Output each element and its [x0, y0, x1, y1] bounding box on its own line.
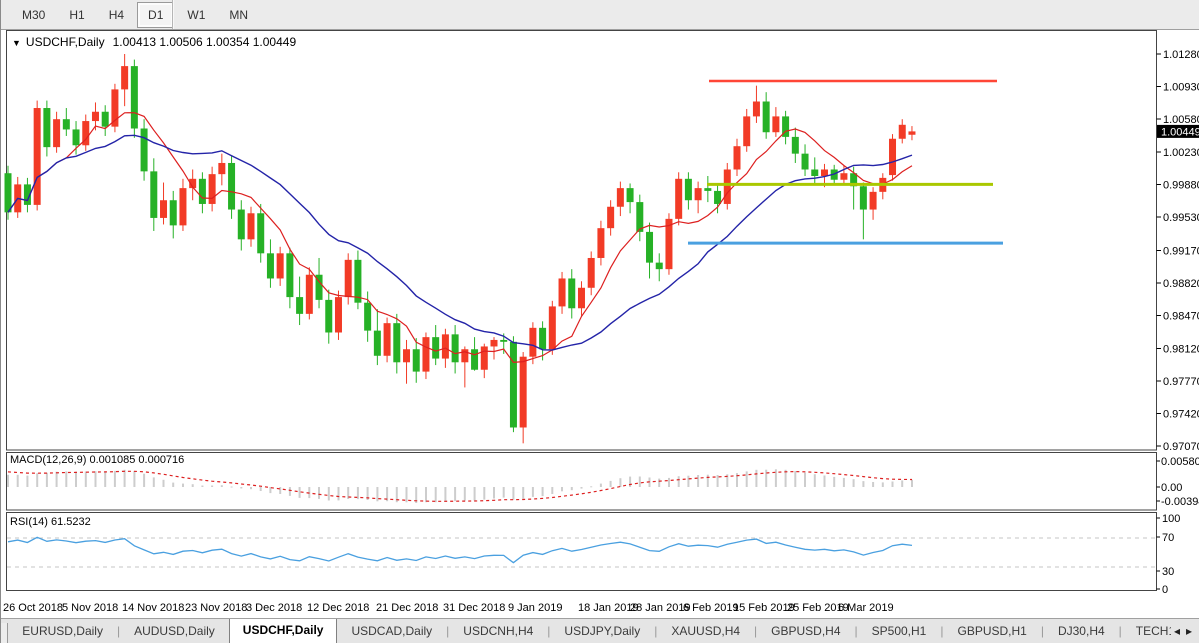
rsi-axis-label: 30	[1162, 566, 1174, 578]
chart-title: ▼ USDCHF,Daily 1.00413 1.00506 1.00354 1.0…	[12, 35, 296, 49]
timeframe-tab-h4[interactable]: H4	[108, 8, 125, 22]
symbol-tab-usdjpy-daily[interactable]: USDJPY,Daily	[564, 624, 641, 638]
macd-signal-line	[7, 470, 913, 502]
timeframe-tab-w1[interactable]: W1	[187, 8, 206, 22]
price-axis-label: 1.00930	[1163, 82, 1199, 94]
tab-separator: |	[754, 624, 758, 638]
tab-separator: |	[1040, 624, 1044, 638]
symbol-tab-eurusd-daily[interactable]: EURUSD,Daily	[22, 624, 103, 638]
macd-axis-label: -0.003945	[1161, 496, 1199, 508]
ma-fast-line	[7, 112, 913, 364]
rsi-axis-label: 70	[1162, 532, 1174, 544]
toolbar-separator	[172, 0, 174, 29]
symbol-tab-bar: EURUSD,Daily | AUDUSD,Daily USDCHF,Daily USD…	[0, 618, 1199, 643]
price-axis-label: 1.00580	[1163, 114, 1199, 126]
price-axis-label: 0.98820	[1163, 278, 1199, 290]
current-price-tag: 1.00449	[1157, 124, 1199, 138]
tab-separator: |	[854, 624, 858, 638]
date-axis[interactable]: 26 Oct 2018 5 Nov 2018 14 Nov 2018 23 Nov 2…	[3, 602, 894, 614]
scroll-right-icon[interactable]: ▸	[1185, 624, 1192, 638]
macd-axis[interactable]: 0.005802 0.00 -0.003945	[1156, 456, 1199, 508]
tab-separator: |	[940, 624, 944, 638]
symbol-tab-tech100-h1[interactable]: TECH100,H1	[1135, 624, 1171, 638]
price-axis-label: 0.99170	[1163, 246, 1199, 258]
macd-axis-label: 0.005802	[1161, 456, 1199, 468]
price-axis-label: 1.01280	[1163, 49, 1199, 61]
date-axis-label: 3 Dec 2018	[246, 602, 302, 614]
price-chart[interactable]: 1.01280 1.00930 1.00580 1.00230 0.99880 0.995…	[0, 30, 1199, 618]
price-axis-label: 0.99530	[1163, 212, 1199, 224]
svg-text:1.00449: 1.00449	[1161, 126, 1199, 138]
pane-borders	[6, 30, 1157, 591]
symbol-tab-sp500-h1[interactable]: SP500,H1	[871, 624, 927, 638]
rsi-axis-label: 0	[1162, 584, 1168, 596]
symbol-tab-usdcad-daily[interactable]: USDCAD,Daily	[351, 624, 433, 638]
date-axis-label: 5 Nov 2018	[62, 602, 118, 614]
macd-indicator-label: MACD(12,26,9) 0.001085 0.000716	[10, 454, 185, 466]
collapse-triangle-icon[interactable]: ▼	[12, 38, 21, 48]
date-axis-label: 25 Feb 2019	[787, 602, 849, 614]
date-axis-label: 12 Dec 2018	[307, 602, 369, 614]
tab-separator: |	[547, 624, 551, 638]
tab-separator: |	[654, 624, 658, 638]
tab-separator: |	[446, 624, 450, 638]
tab-stub	[0, 623, 9, 643]
date-axis-label: 23 Nov 2018	[185, 602, 247, 614]
date-axis-label: 6 Mar 2019	[838, 602, 894, 614]
tab-separator: |	[1118, 624, 1122, 638]
price-axis[interactable]: 1.01280 1.00930 1.00580 1.00230 0.99880 0.995…	[1156, 49, 1199, 453]
price-axis-label: 1.00230	[1163, 147, 1199, 159]
date-axis-label: 31 Dec 2018	[443, 602, 505, 614]
price-axis-label: 0.97420	[1163, 409, 1199, 421]
date-axis-label: 26 Oct 2018	[3, 602, 63, 614]
symbol-tab-dj30-h4[interactable]: DJ30,H4	[1057, 624, 1105, 638]
date-axis-label: 15 Feb 2019	[733, 602, 795, 614]
date-axis-label: 21 Dec 2018	[376, 602, 438, 614]
macd-axis-label: 0.00	[1161, 482, 1182, 494]
tab-scroll-controls: ◂ ▸	[1171, 619, 1199, 643]
macd-histogram	[7, 469, 913, 503]
chart-ohlc-values: 1.00413 1.00506 1.00354 1.00449	[112, 35, 297, 49]
symbol-tabs: EURUSD,Daily | AUDUSD,Daily USDCHF,Daily USD…	[8, 619, 1171, 643]
symbol-tab-gbpusd-h4[interactable]: GBPUSD,H4	[771, 624, 841, 638]
date-axis-label: 28 Jan 2019	[630, 602, 691, 614]
chart-symbol-period: USDCHF,Daily	[25, 35, 105, 49]
tab-separator: |	[116, 624, 121, 638]
rsi-axis[interactable]: 100 70 30 0	[1156, 513, 1181, 596]
timeframe-toolbar: M30 H1 H4 D1 W1 MN	[0, 0, 1199, 30]
date-axis-label: 9 Jan 2019	[508, 602, 562, 614]
window-left-border	[0, 0, 1, 643]
price-axis-label: 0.99880	[1163, 179, 1199, 191]
price-axis-label: 0.97770	[1163, 376, 1199, 388]
timeframe-tab-h1[interactable]: H1	[69, 8, 85, 22]
symbol-tab-xauusd-h4[interactable]: XAUUSD,H4	[671, 624, 741, 638]
symbol-tab-audusd-daily[interactable]: AUDUSD,Daily	[134, 624, 215, 638]
symbol-tab-usdchf-daily[interactable]: USDCHF,Daily	[228, 619, 338, 643]
date-axis-label: 6 Feb 2019	[683, 602, 739, 614]
timeframe-tab-mn[interactable]: MN	[229, 8, 249, 22]
date-axis-label: 18 Jan 2019	[578, 602, 639, 614]
rsi-axis-label: 100	[1162, 513, 1180, 525]
rsi-indicator-label: RSI(14) 61.5232	[10, 516, 91, 528]
timeframe-tabs: M30 H1 H4 D1 W1 MN	[0, 0, 1199, 30]
timeframe-tab-m30[interactable]: M30	[22, 8, 46, 22]
candles-layer	[4, 54, 916, 444]
price-axis-label: 0.98120	[1163, 343, 1199, 355]
symbol-tab-usdcnh-h4[interactable]: USDCNH,H4	[463, 624, 534, 638]
symbol-tab-gbpusd-h1[interactable]: GBPUSD,H1	[957, 624, 1027, 638]
timeframe-tab-d1[interactable]: D1	[137, 2, 175, 28]
ma-slow-line	[7, 134, 913, 351]
chart-window[interactable]: 1.01280 1.00930 1.00580 1.00230 0.99880 0.995…	[0, 30, 1199, 618]
price-axis-label: 0.98470	[1163, 311, 1199, 323]
price-axis-label: 0.97070	[1163, 441, 1199, 453]
rsi-line	[7, 536, 913, 564]
scroll-left-icon[interactable]: ◂	[1173, 624, 1180, 638]
date-axis-label: 14 Nov 2018	[122, 602, 184, 614]
